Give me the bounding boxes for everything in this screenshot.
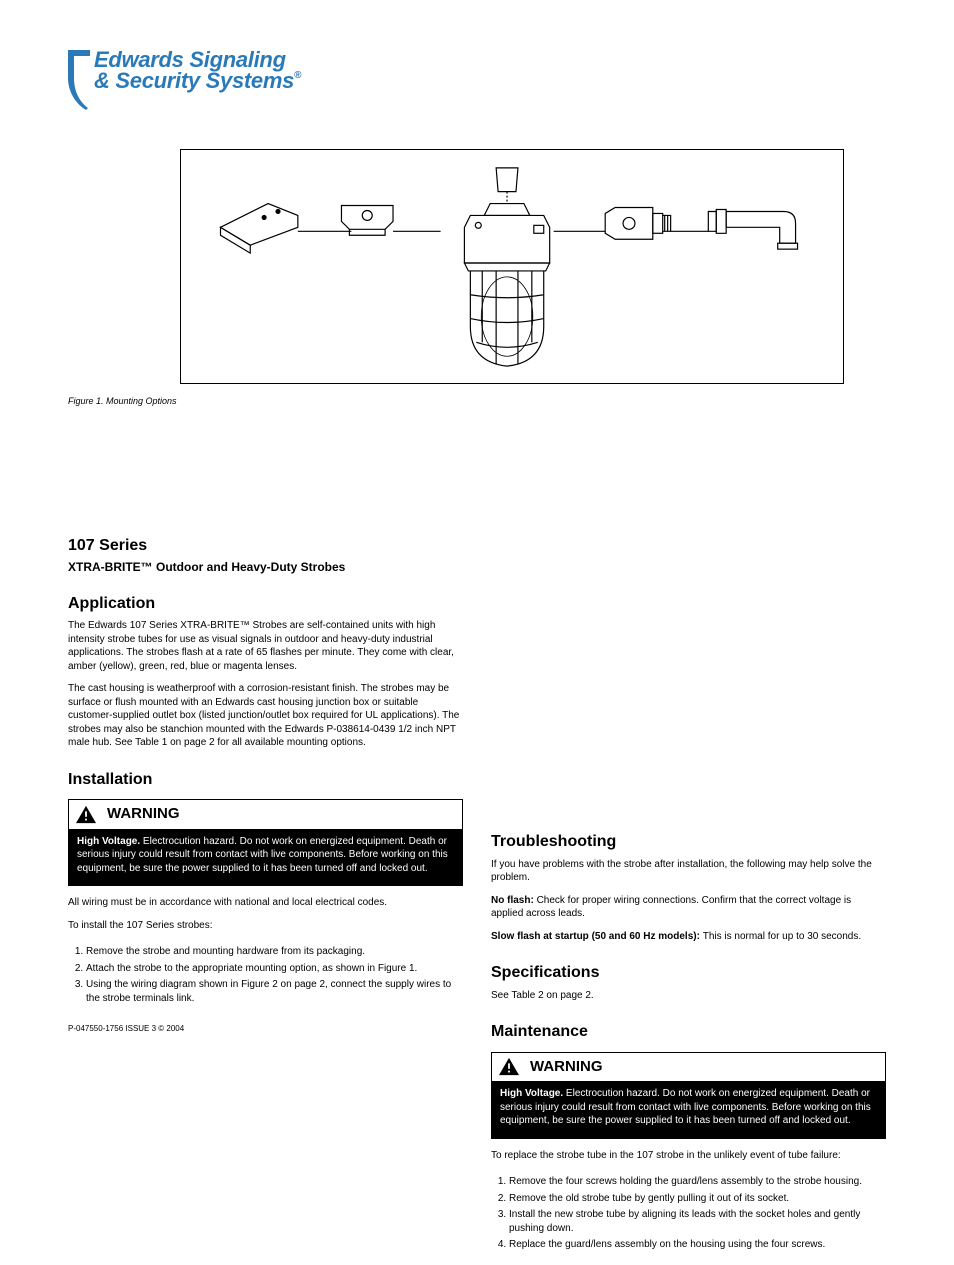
maint-steps: Remove the four screws holding the guard… bbox=[491, 1175, 886, 1255]
application-p1: The Edwards 107 Series XTRA-BRITE™ Strob… bbox=[68, 619, 463, 673]
document-body: Figure 1. Mounting Options 107 Series XT… bbox=[68, 395, 886, 1265]
brand-header: Edwards Signaling & Security Systems® bbox=[68, 50, 301, 110]
application-heading: Application bbox=[68, 593, 463, 615]
warning-box-2: WARNING High Voltage. Electrocution haza… bbox=[491, 1052, 886, 1139]
install-step: Using the wiring diagram shown in Figure… bbox=[86, 978, 463, 1005]
maint-step: Remove the four screws holding the guard… bbox=[509, 1175, 886, 1189]
install-step: Attach the strobe to the appropriate mou… bbox=[86, 962, 463, 976]
footer-note: P-047550-1756 ISSUE 3 © 2004 bbox=[68, 1024, 463, 1035]
trouble-item-2: Slow flash at startup (50 and 60 Hz mode… bbox=[491, 930, 886, 944]
troubleshooting-heading: Troubleshooting bbox=[491, 831, 886, 853]
doc-subtitle: XTRA-BRITE™ Outdoor and Heavy-Duty Strob… bbox=[68, 559, 463, 575]
warning-body-1: High Voltage. Electrocution hazard. Do n… bbox=[69, 829, 462, 886]
trouble-item-1: No flash: Check for proper wiring connec… bbox=[491, 894, 886, 921]
warning-label-1: WARNING bbox=[107, 804, 180, 824]
maint-step: Install the new strobe tube by aligning … bbox=[509, 1208, 886, 1235]
figure-1-diagram bbox=[180, 149, 844, 384]
warning-icon bbox=[75, 805, 97, 825]
install-step: Remove the strobe and mounting hardware … bbox=[86, 945, 463, 959]
registered-mark: ® bbox=[294, 70, 301, 81]
warning-box-1: WARNING High Voltage. Electrocution haza… bbox=[68, 799, 463, 886]
brand-text: Edwards Signaling & Security Systems® bbox=[94, 50, 301, 92]
install-steps: Remove the strobe and mounting hardware … bbox=[68, 945, 463, 1008]
application-p2: The cast housing is weatherproof with a … bbox=[68, 682, 463, 750]
maint-step: Remove the old strobe tube by gently pul… bbox=[509, 1192, 886, 1206]
maint-heading: Maintenance bbox=[491, 1021, 886, 1043]
doc-title: 107 Series bbox=[68, 535, 463, 557]
installation-heading: Installation bbox=[68, 769, 463, 791]
warning-label-2: WARNING bbox=[530, 1057, 603, 1077]
brand-line-2: & Security Systems bbox=[94, 68, 294, 93]
maint-step: Replace the guard/lens assembly on the h… bbox=[509, 1238, 886, 1252]
wire-p2: To install the 107 Series strobes: bbox=[68, 919, 463, 933]
left-column: 107 Series XTRA-BRITE™ Outdoor and Heavy… bbox=[68, 535, 463, 1265]
shield-icon bbox=[68, 50, 90, 110]
spec-p1: See Table 2 on page 2. bbox=[491, 989, 886, 1003]
spec-heading: Specifications bbox=[491, 962, 886, 984]
warning-icon bbox=[498, 1057, 520, 1077]
figure-caption: Figure 1. Mounting Options bbox=[68, 396, 177, 406]
figure-caption-wrap: Figure 1. Mounting Options bbox=[68, 395, 177, 409]
right-column: Troubleshooting If you have problems wit… bbox=[491, 831, 886, 1265]
maint-p1: To replace the strobe tube in the 107 st… bbox=[491, 1149, 886, 1163]
trouble-p1: If you have problems with the strobe aft… bbox=[491, 858, 886, 885]
wire-p1: All wiring must be in accordance with na… bbox=[68, 896, 463, 910]
warning-body-2: High Voltage. Electrocution hazard. Do n… bbox=[492, 1081, 885, 1138]
